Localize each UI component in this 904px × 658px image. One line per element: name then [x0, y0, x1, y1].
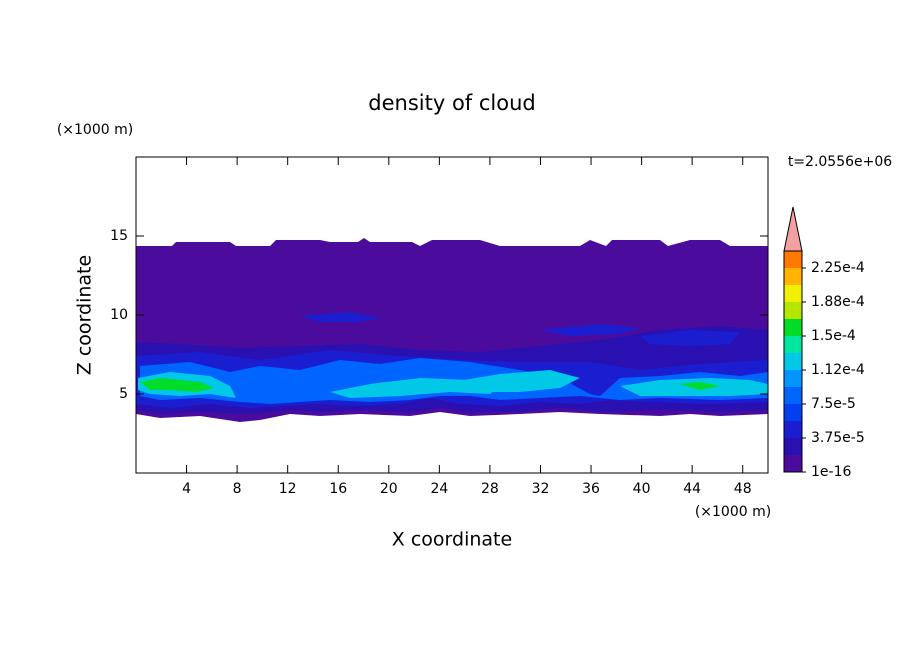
colorbar-band: [784, 404, 802, 421]
region: [138, 370, 768, 398]
colorbar-tick-label: 7.5e-5: [811, 396, 856, 412]
colorbar-band: [784, 438, 802, 455]
colorbar-frame: [783, 250, 803, 473]
colorbar-band: [784, 455, 802, 472]
colorbar-band: [784, 353, 802, 370]
y-tick-label: 5: [119, 386, 128, 402]
x-tick-label: 12: [279, 481, 297, 497]
colorbar-band: [784, 370, 802, 387]
colorbar-band: [784, 268, 802, 285]
x-tick-label: 16: [329, 481, 347, 497]
x-tick-label: 20: [380, 481, 398, 497]
x-tick-label: 36: [582, 481, 600, 497]
colorbar-band: [784, 302, 802, 319]
x-tick-label: 8: [233, 481, 242, 497]
chart-title: density of cloud: [368, 91, 535, 115]
time-label: t=2.0556e+06: [788, 154, 892, 170]
region: [140, 378, 720, 392]
x-unit: (×1000 m): [695, 504, 771, 520]
x-tick-label: 28: [481, 481, 499, 497]
y-tick-label: 10: [110, 307, 128, 323]
colorbar-tick-label: 1e-16: [811, 464, 851, 480]
colorbar-band: [784, 336, 802, 353]
x-tick-label: 48: [734, 481, 752, 497]
x-axis-label: X coordinate: [392, 529, 512, 551]
colorbar-tick-label: 1.88e-4: [811, 294, 865, 310]
y-tick-label: 15: [110, 228, 128, 244]
colorbar-tick-label: 1.12e-4: [811, 362, 865, 378]
colorbar-band: [784, 251, 802, 268]
x-tick-label: 24: [430, 481, 448, 497]
colorbar-tick-label: 1.5e-4: [811, 328, 856, 344]
y-axis-label: Z coordinate: [74, 255, 96, 375]
x-tick-label: 44: [683, 481, 701, 497]
colorbar-band: [784, 421, 802, 438]
colorbar-band: [784, 387, 802, 404]
colorbar-band: [784, 319, 802, 336]
contour-field: [136, 238, 768, 422]
region: [300, 312, 740, 346]
x-tick-label: 32: [532, 481, 550, 497]
colorbar-tick-label: 2.25e-4: [811, 260, 865, 276]
colorbar-tick-label: 3.75e-5: [811, 430, 865, 446]
x-tick-label: 4: [182, 481, 191, 497]
x-tick-label: 40: [633, 481, 651, 497]
y-unit: (×1000 m): [57, 122, 133, 138]
colorbar-band: [784, 285, 802, 302]
